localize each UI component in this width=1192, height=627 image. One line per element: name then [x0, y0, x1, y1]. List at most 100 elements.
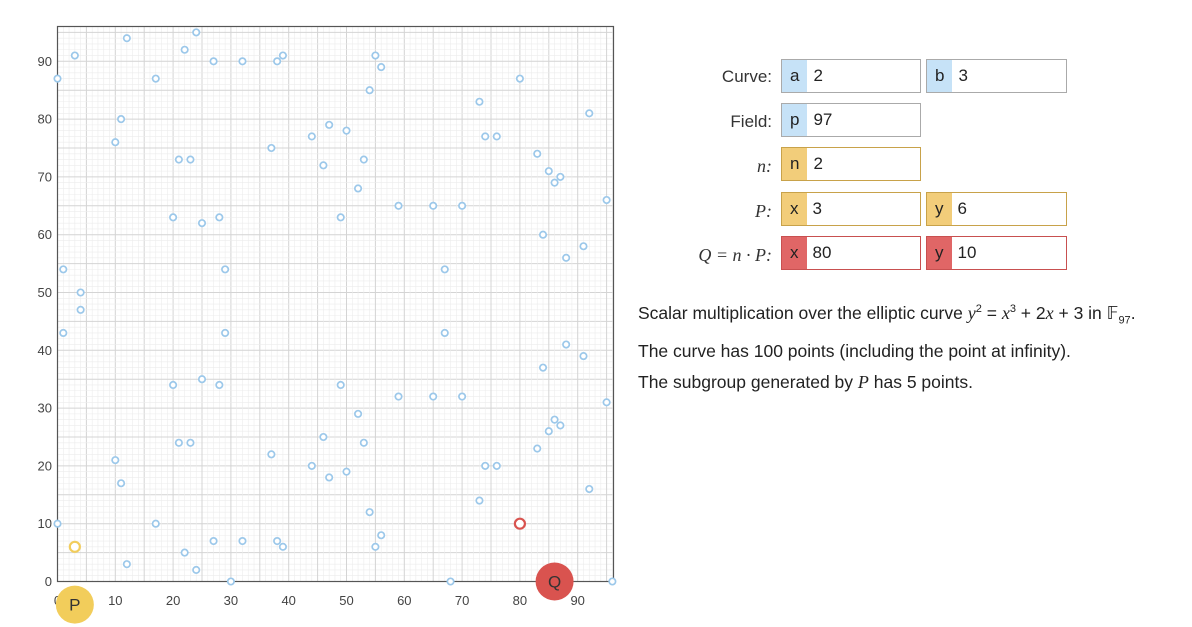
- desc-var-x2: x: [1045, 302, 1054, 323]
- curve-point: [440, 265, 449, 274]
- curve-point: [377, 531, 386, 540]
- plot-frame: [56, 25, 615, 583]
- x-tick-label: 90: [570, 593, 584, 608]
- desc-var-p: P: [857, 372, 869, 393]
- p-value[interactable]: 97: [813, 110, 833, 129]
- curve-point: [562, 253, 571, 262]
- curve-point: [533, 444, 542, 453]
- curve-point: [533, 149, 542, 158]
- desc-text-3a: The subgroup generated by: [638, 372, 858, 393]
- desc-exp-3: 3: [1009, 303, 1016, 315]
- point-q-label-text: Q = n · P:: [698, 245, 772, 265]
- desc-field: + 3 in 𝔽: [1053, 302, 1119, 323]
- p-prefix: p: [782, 104, 808, 136]
- curve-point: [238, 57, 247, 66]
- curve-point: [76, 288, 85, 297]
- p-handle[interactable]: [55, 585, 94, 624]
- curve-point: [538, 230, 548, 239]
- curve-point: [342, 467, 351, 476]
- curve-point: [342, 126, 351, 135]
- desc-exp-2: 2: [975, 303, 982, 315]
- desc-var-y: y: [967, 302, 976, 323]
- curve-point: [579, 352, 588, 361]
- q-y-field: y 10: [926, 236, 1067, 270]
- q-point-ring: [513, 517, 527, 530]
- b-value[interactable]: 3: [958, 66, 968, 85]
- curve-point: [336, 213, 345, 222]
- curve-point: [585, 109, 594, 118]
- y-tick-label: 50: [38, 285, 52, 300]
- p-x-field[interactable]: x 3: [781, 192, 921, 226]
- curve-point: [359, 155, 368, 164]
- curve-point: [186, 155, 195, 164]
- point-p-label-text: P:: [755, 201, 772, 221]
- curve-point: [481, 461, 490, 470]
- point-q-label: Q = n · P:: [600, 245, 772, 266]
- curve-point: [544, 167, 553, 176]
- curve-point: [307, 461, 316, 470]
- curve-point: [221, 328, 230, 338]
- a-field[interactable]: a 2: [781, 59, 921, 93]
- q-x-prefix: x: [782, 237, 807, 269]
- curve-point: [475, 97, 484, 106]
- x-tick-label: 10: [108, 593, 122, 608]
- curve-point: [458, 392, 467, 401]
- q-marker-label: Q: [548, 573, 561, 592]
- a-value[interactable]: 2: [813, 66, 823, 85]
- y-tick-label: 70: [38, 169, 52, 184]
- curve-point: [325, 120, 334, 129]
- curve-point: [169, 213, 178, 222]
- curve-point: [377, 63, 386, 72]
- field-label: Field:: [730, 112, 772, 131]
- curve-point: [111, 456, 120, 465]
- curve-point: [492, 132, 501, 141]
- curve-point: [267, 450, 276, 459]
- y-tick-label: 40: [38, 343, 52, 358]
- p-x-value[interactable]: 3: [812, 199, 822, 218]
- curve-point: [209, 536, 218, 546]
- curve-point: [122, 560, 131, 569]
- curve-point: [273, 57, 282, 66]
- curve-point: [492, 461, 501, 470]
- n-field[interactable]: n 2: [781, 147, 921, 181]
- curve-point: [556, 421, 565, 430]
- curve-point: [325, 473, 334, 482]
- desc-text: Scalar multiplication over the elliptic …: [638, 302, 968, 323]
- curve-point: [307, 132, 316, 141]
- curve-point: [174, 438, 183, 447]
- curve-point: [319, 161, 328, 170]
- curve-point: [192, 565, 201, 574]
- n-value[interactable]: 2: [813, 154, 823, 173]
- curve-point: [365, 508, 374, 517]
- p-y-field[interactable]: y 6: [926, 192, 1067, 226]
- curve-point: [608, 577, 617, 586]
- p-y-value[interactable]: 6: [957, 199, 967, 218]
- x-tick-label: 50: [339, 593, 353, 608]
- curve-point: [174, 155, 183, 164]
- y-tick-label: 10: [38, 516, 52, 531]
- curve-point: [278, 542, 287, 551]
- curve-point: [371, 542, 380, 551]
- description: Scalar multiplication over the elliptic …: [638, 294, 1188, 398]
- p-handle-label: P: [69, 596, 80, 615]
- desc-end: .: [1130, 302, 1136, 323]
- n-label-text: n:: [757, 156, 772, 176]
- curve-point: [394, 392, 403, 401]
- b-field[interactable]: b 3: [926, 59, 1067, 93]
- curve-point: [117, 115, 126, 124]
- description-line-1: Scalar multiplication over the elliptic …: [638, 294, 1188, 336]
- q-marker: [535, 562, 574, 601]
- point-p-label: P:: [600, 201, 772, 222]
- curve-point: [59, 328, 68, 338]
- x-tick-label: 60: [397, 593, 411, 608]
- curve-point: [365, 86, 374, 95]
- curve-point: [538, 363, 548, 372]
- curve-point: [273, 536, 282, 546]
- x-tick-label: 80: [513, 593, 527, 608]
- n-prefix: n: [782, 148, 808, 180]
- curve-point: [53, 519, 62, 528]
- curve-point: [602, 398, 611, 407]
- p-field[interactable]: p 97: [781, 103, 921, 137]
- curve-point: [475, 496, 484, 505]
- curve-point: [215, 380, 224, 390]
